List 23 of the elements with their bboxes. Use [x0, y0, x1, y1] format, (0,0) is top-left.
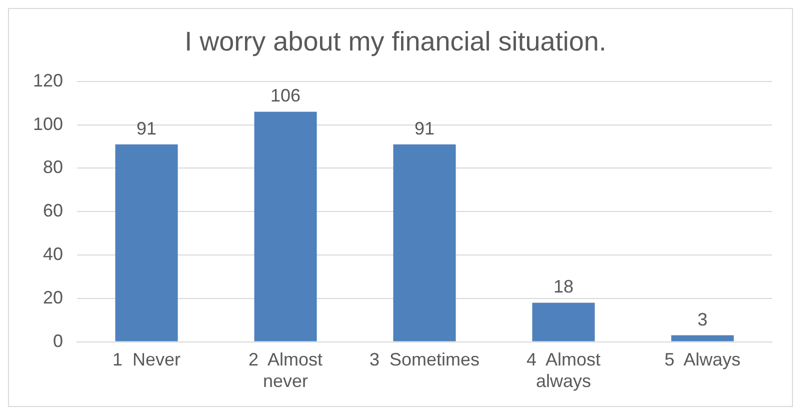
- y-tick-label: 100: [32, 114, 64, 134]
- x-tick-label: 1 Never: [112, 350, 181, 370]
- bar: [254, 112, 317, 342]
- data-label: 91: [136, 118, 157, 138]
- data-label: 106: [270, 86, 301, 106]
- bar: [671, 335, 734, 342]
- y-tick-label: 80: [43, 157, 64, 178]
- y-tick-label: 0: [53, 330, 64, 351]
- x-tick-label: 3 Sometimes: [369, 350, 480, 370]
- bar: [115, 144, 178, 342]
- x-tick-label: 5 Always: [664, 350, 741, 370]
- x-tick-label: 2 Almost never: [248, 350, 323, 392]
- data-label: 3: [697, 309, 708, 330]
- data-label: 18: [553, 276, 574, 297]
- chart-title: I worry about my financial situation.: [184, 26, 606, 57]
- y-tick-label: 20: [43, 287, 64, 308]
- data-label: 91: [414, 118, 435, 138]
- y-tick-label: 120: [32, 70, 64, 90]
- y-tick-label: 60: [43, 200, 64, 221]
- bar: [393, 144, 456, 342]
- y-tick-label: 40: [43, 244, 64, 264]
- x-tick-label: 4 Almost always: [526, 350, 601, 392]
- bar: [532, 302, 595, 342]
